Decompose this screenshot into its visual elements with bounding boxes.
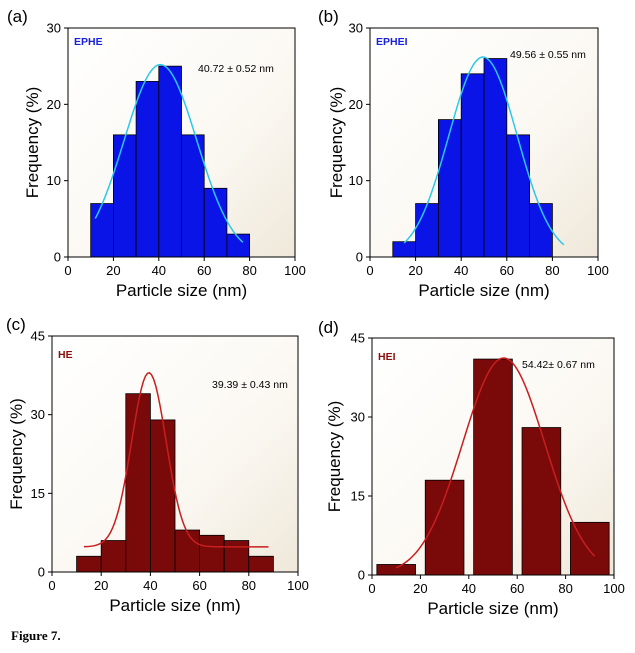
histogram-bar — [135, 81, 160, 258]
mean-size-annotation: 40.72 ± 0.52 nm — [198, 63, 274, 75]
x-axis-title: Particle size (nm) — [427, 599, 558, 618]
x-axis-title: Particle size (nm) — [109, 596, 240, 615]
y-axis-title: Frequency (%) — [7, 398, 26, 509]
y-tick-label: 0 — [358, 568, 365, 583]
gaussian-fit-line — [94, 63, 244, 243]
y-tick-label: 30 — [47, 21, 61, 36]
panel-c: 0 20 40 60 80 100 0 15 30 45 Particle size (nm) Fre… — [6, 315, 309, 615]
plot-frame — [51, 335, 299, 573]
histogram-bar — [223, 540, 250, 573]
histogram-bar — [415, 203, 439, 258]
y-tick-label: 20 — [47, 97, 61, 112]
panel-letter: (d) — [318, 318, 339, 337]
histogram-bar — [125, 393, 151, 573]
panel-letter: (b) — [318, 7, 339, 26]
histogram-bar — [460, 73, 485, 258]
x-tick-label: 100 — [603, 581, 625, 596]
x-tick-label: 80 — [558, 581, 572, 596]
x-tick-label: 60 — [192, 578, 206, 593]
gaussian-fit-line — [395, 357, 596, 569]
panel-d: 0 20 40 60 80 100 0 15 30 45 Particle size (nm) Fre… — [318, 318, 625, 618]
x-axis-title: Particle size (nm) — [116, 281, 247, 300]
x-tick-label: 80 — [545, 263, 559, 278]
histogram-bar — [149, 419, 176, 573]
x-tick-label: 60 — [500, 263, 514, 278]
x-tick-label: 40 — [462, 581, 476, 596]
histogram-bar — [203, 187, 228, 258]
panel-letter: (a) — [7, 7, 28, 26]
y-tick-label: 10 — [349, 173, 363, 188]
y-tick-label: 20 — [349, 97, 363, 112]
y-tick-label: 15 — [31, 486, 45, 501]
x-tick-label: 60 — [510, 581, 524, 596]
histogram-bar — [174, 529, 201, 573]
histogram-bar — [424, 479, 465, 576]
sample-label: HE — [58, 349, 73, 361]
x-tick-label: 20 — [413, 581, 427, 596]
gaussian-fit-line — [403, 56, 565, 246]
plot-frame — [369, 27, 599, 258]
x-tick-label: 20 — [106, 263, 120, 278]
sample-label: EPHEI — [376, 36, 408, 48]
plot-frame — [67, 27, 296, 258]
gaussian-fit-line — [83, 372, 269, 548]
x-tick-label: 60 — [197, 263, 211, 278]
y-tick-label: 30 — [349, 21, 363, 36]
x-tick-label: 80 — [242, 263, 256, 278]
histogram-bar — [90, 203, 114, 258]
histogram-bar — [100, 540, 127, 573]
x-tick-label: 0 — [366, 263, 373, 278]
histogram-bar — [199, 534, 225, 573]
x-tick-label: 100 — [287, 578, 309, 593]
y-tick-label: 15 — [351, 489, 365, 504]
x-tick-label: 40 — [143, 578, 157, 593]
sample-label: EPHE — [74, 36, 103, 48]
histogram-bar — [158, 65, 182, 258]
histogram-bar — [113, 134, 137, 258]
y-tick-label: 45 — [31, 329, 45, 344]
y-axis-title: Frequency (%) — [23, 87, 42, 198]
mean-size-annotation: 39.39 ± 0.43 nm — [212, 379, 288, 391]
panel-a: 0 20 40 60 80 100 0 10 20 30 Particle size (nm) Fre… — [7, 7, 306, 300]
sample-label: HEI — [378, 351, 396, 363]
figure-caption: Figure 7. — [11, 628, 61, 643]
y-tick-label: 0 — [356, 250, 363, 265]
panel-letter: (c) — [6, 315, 26, 334]
histogram-bar — [376, 564, 416, 576]
histogram-bar — [392, 241, 416, 258]
x-tick-label: 0 — [48, 578, 55, 593]
y-tick-label: 45 — [351, 331, 365, 346]
y-tick-label: 0 — [54, 250, 61, 265]
x-axis-title: Particle size (nm) — [418, 281, 549, 300]
plot-frame — [371, 337, 615, 576]
x-tick-label: 100 — [587, 263, 609, 278]
x-tick-label: 0 — [64, 263, 71, 278]
panel-b: 0 20 40 60 80 100 0 10 20 30 Particle size (nm) Fre… — [318, 7, 609, 300]
histogram-bar — [506, 134, 530, 258]
x-tick-label: 0 — [368, 581, 375, 596]
histogram-bar — [473, 358, 513, 576]
y-tick-label: 30 — [31, 407, 45, 422]
histogram-bar — [76, 555, 102, 573]
x-tick-label: 40 — [454, 263, 468, 278]
histogram-bar — [248, 555, 274, 573]
x-tick-label: 80 — [242, 578, 256, 593]
x-tick-label: 100 — [284, 263, 306, 278]
y-axis-title: Frequency (%) — [327, 87, 346, 198]
x-tick-label: 20 — [408, 263, 422, 278]
y-tick-label: 0 — [38, 565, 45, 580]
mean-size-annotation: 49.56 ± 0.55 nm — [510, 49, 586, 61]
histogram-bar — [529, 203, 553, 258]
histogram-bar — [437, 119, 462, 258]
y-tick-label: 10 — [47, 173, 61, 188]
x-tick-label: 20 — [94, 578, 108, 593]
y-tick-label: 30 — [351, 410, 365, 425]
y-axis-title: Frequency (%) — [325, 401, 344, 512]
x-tick-label: 40 — [152, 263, 166, 278]
histogram-bar — [521, 427, 562, 576]
mean-size-annotation: 54.42± 0.67 nm — [522, 359, 595, 371]
